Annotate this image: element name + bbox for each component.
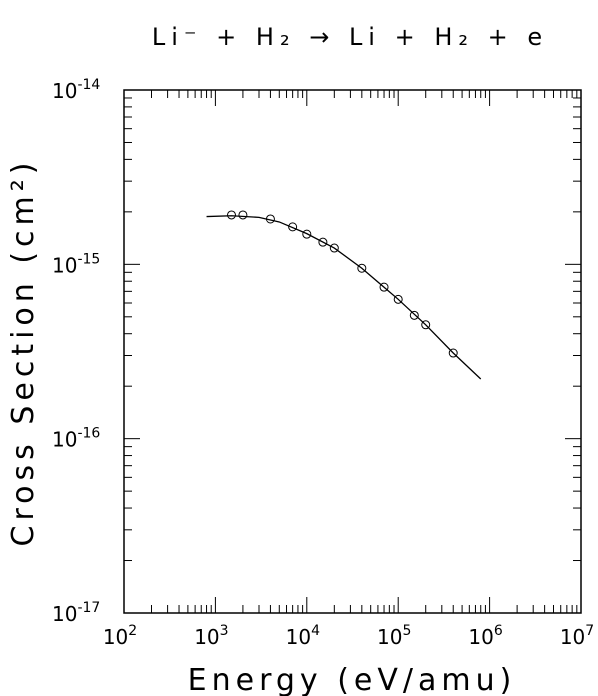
y-tick-label: 10-17	[52, 600, 100, 626]
y-axis-label: Cross Section (cm²)	[6, 158, 41, 547]
y-tick-label: 10-15	[52, 251, 100, 277]
data-point	[421, 320, 431, 330]
data-point	[238, 210, 248, 220]
data-point	[302, 229, 312, 239]
y-tick-label: 10-14	[52, 77, 100, 103]
plot-frame	[123, 89, 582, 614]
x-axis-label: Energy (eV/amu)	[188, 663, 517, 696]
data-point	[409, 310, 419, 320]
x-tick-label: 103	[194, 623, 228, 649]
data-point	[393, 294, 403, 304]
y-tick-label: 10-16	[52, 426, 100, 452]
data-point	[226, 210, 236, 220]
x-tick-label: 107	[560, 623, 594, 649]
x-tick-label: 104	[286, 623, 320, 649]
data-point	[448, 348, 458, 358]
data-point	[357, 263, 367, 273]
data-point	[288, 222, 298, 232]
fit-line	[206, 215, 482, 380]
data-point	[265, 214, 275, 224]
x-tick-label: 102	[103, 623, 137, 649]
chart-title: Li⁻ + H₂ → Li + H₂ + e	[152, 23, 548, 51]
data-point	[318, 237, 328, 247]
data-point	[329, 243, 339, 253]
data-point	[379, 282, 389, 292]
x-tick-label: 106	[468, 623, 502, 649]
x-tick-label: 105	[377, 623, 411, 649]
